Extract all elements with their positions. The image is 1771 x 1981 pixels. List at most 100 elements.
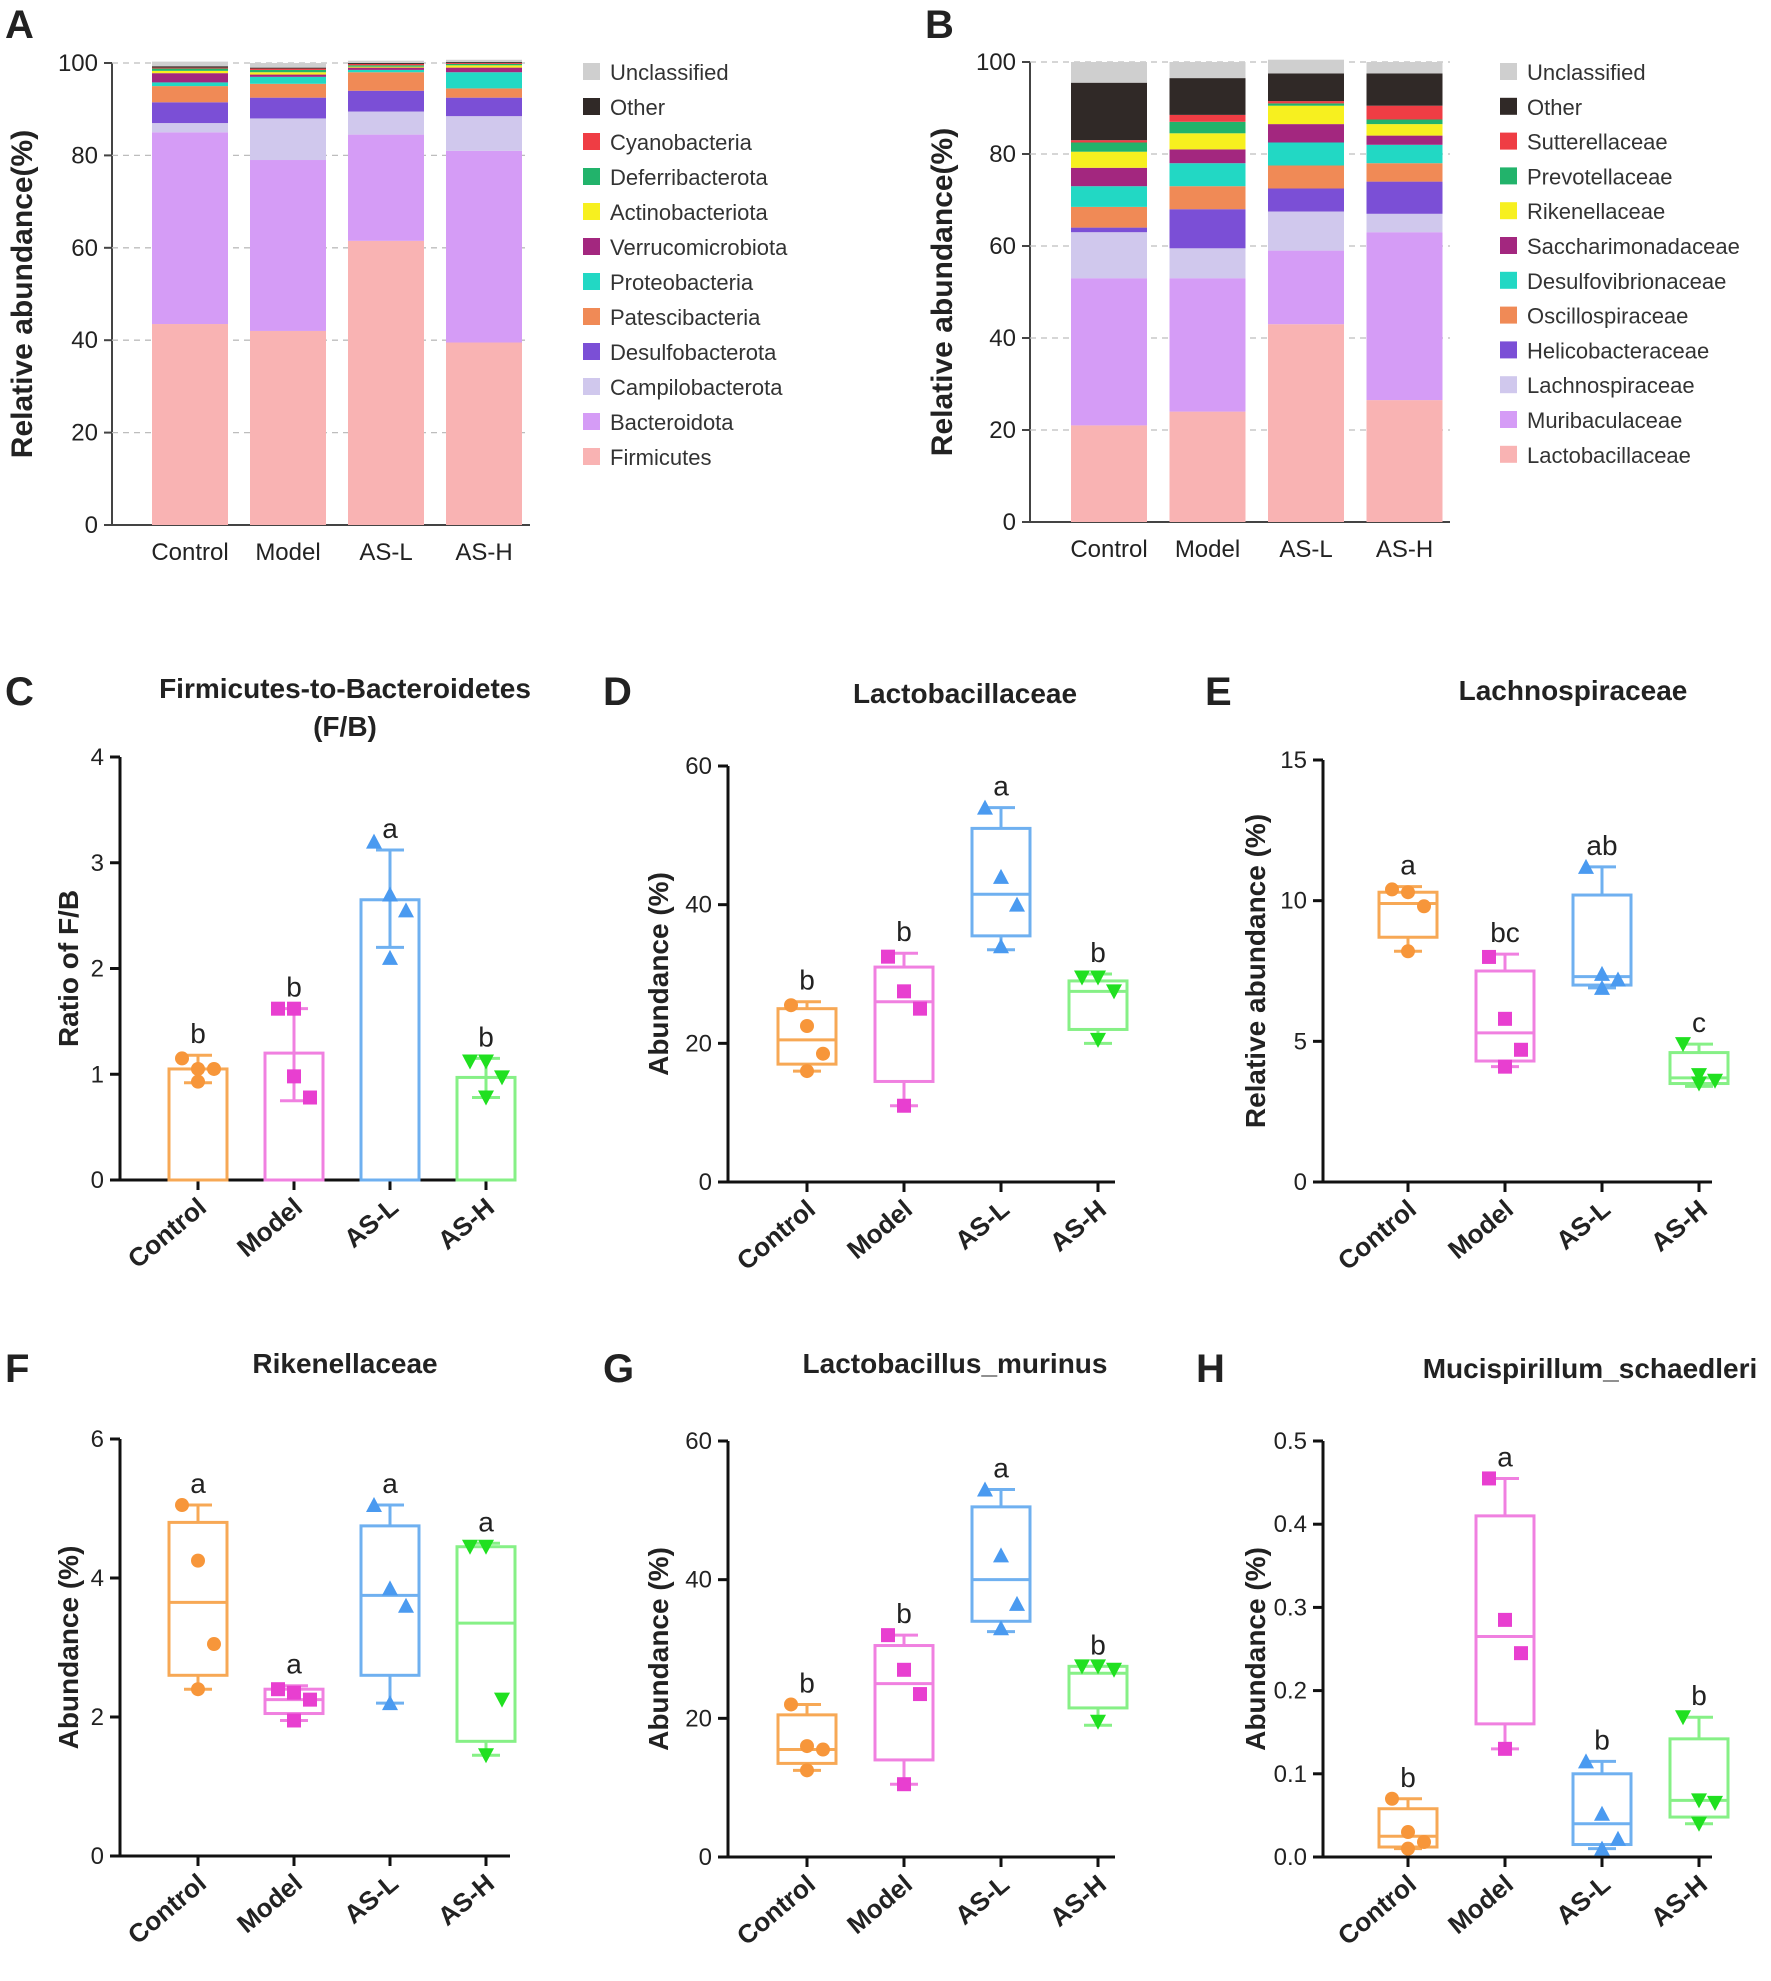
bar-segment [250, 83, 326, 98]
data-point [1090, 970, 1106, 986]
bar-segment [1366, 62, 1443, 74]
legend-swatch [583, 378, 600, 395]
bar-segment [1366, 73, 1443, 106]
y-tick-label: 0 [1003, 509, 1016, 536]
data-point [478, 1748, 494, 1764]
legend-swatch [1500, 411, 1517, 428]
significance-letter: a [286, 1649, 302, 1680]
data-point [175, 1051, 189, 1066]
legend-swatch [583, 133, 600, 150]
data-point [1498, 1741, 1512, 1756]
y-tick-label: 60 [685, 753, 712, 780]
bar-segment [1071, 425, 1147, 522]
bar-segment [152, 82, 228, 87]
bar-segment [446, 150, 522, 343]
bar-segment [152, 67, 228, 69]
legend-swatch [1500, 97, 1517, 115]
panel-subtitle: (F/B) [313, 711, 377, 742]
data-point [303, 1090, 317, 1105]
bar-segment [1268, 101, 1344, 104]
data-point [897, 1777, 911, 1792]
significance-letter: b [896, 1598, 912, 1629]
y-axis-title: Abundance (%) [53, 1546, 84, 1750]
panel-title: Firmicutes-to-Bacteroidetes [159, 673, 531, 704]
x-tick-label: Control [1332, 1194, 1422, 1276]
data-point [271, 1001, 285, 1016]
x-tick-label: Model [841, 1194, 918, 1265]
legend-swatch [1500, 306, 1517, 324]
x-tick-label: Control [122, 1868, 212, 1950]
data-point [1578, 858, 1594, 874]
data-point [1074, 1659, 1090, 1675]
legend-swatch [1500, 167, 1517, 185]
legend-swatch [1500, 376, 1517, 394]
bar-segment [1071, 227, 1147, 233]
legend-swatch [1500, 63, 1517, 80]
legend-label: Unclassified [1527, 60, 1646, 85]
legend-label: Verrucomicrobiota [610, 235, 788, 260]
legend-label: Unclassified [610, 60, 729, 85]
bar-segment [1366, 213, 1443, 233]
x-tick-label: AS-H [1645, 1869, 1713, 1933]
legend-label: Prevotellaceae [1527, 164, 1673, 189]
bar-segment [1071, 142, 1147, 152]
data-point [1498, 1011, 1512, 1026]
y-tick-label: 3 [91, 850, 104, 877]
bar-segment [446, 342, 522, 525]
bar-segment [1268, 188, 1344, 212]
y-tick-label: 15 [1280, 747, 1307, 774]
significance-letter: b [1090, 1629, 1106, 1660]
data-point [816, 1742, 830, 1757]
bar-segment [1071, 140, 1147, 143]
bar-segment [446, 63, 522, 64]
y-tick-label: 6 [91, 1426, 104, 1453]
legend-label: Other [1527, 95, 1582, 120]
y-tick-label: 1 [91, 1061, 104, 1088]
bar-segment [250, 76, 326, 84]
data-point [175, 1498, 189, 1513]
y-tick-label: 20 [685, 1030, 712, 1057]
bar-segment [250, 118, 326, 161]
y-tick-label: 80 [989, 141, 1016, 168]
panel-f: F Rikenellaceae 0 2 4 6 Abundance (%) a Control a… [5, 1347, 517, 1950]
data-point [398, 1597, 414, 1613]
y-tick-label: 0.4 [1274, 1511, 1307, 1538]
x-tick-label: AS-L [1279, 536, 1332, 563]
data-point [207, 1061, 221, 1076]
panel-e: E Lachnospiraceae 0 5 10 15 Relative abundance… [1205, 670, 1730, 1276]
data-point [1675, 1710, 1691, 1726]
bar-segment [1268, 103, 1344, 106]
data-point [1610, 1830, 1626, 1846]
x-tick-label: AS-H [1044, 1869, 1112, 1933]
legend-swatch [1500, 202, 1517, 220]
bar-segment [446, 72, 522, 89]
y-tick-label: 4 [91, 1565, 104, 1592]
data-point [1594, 979, 1610, 995]
legend-label: Actinobacteriota [610, 200, 769, 225]
panel-b: B 0 20 40 60 80 100 Relative abundance(%) Contro… [925, 3, 1740, 563]
data-point [1482, 1471, 1496, 1486]
y-tick-label: 40 [989, 325, 1016, 352]
bar-segment [1169, 248, 1246, 279]
significance-letter: a [993, 771, 1009, 802]
y-tick-label: 0.5 [1274, 1428, 1307, 1455]
y-axis-title: Abundance (%) [643, 1547, 674, 1751]
legend-label: Bacteroidota [610, 410, 734, 435]
bar-segment [1169, 411, 1246, 522]
bar-segment [152, 123, 228, 133]
bar-segment [1366, 124, 1443, 136]
legend-swatch [583, 63, 600, 80]
bar-segment [446, 97, 522, 117]
panel-label: E [1205, 670, 1232, 714]
x-tick-label: Model [1442, 1194, 1519, 1265]
legend-swatch [583, 343, 600, 360]
bar-segment [1268, 324, 1344, 522]
significance-letter: b [799, 1667, 815, 1698]
bar-segment [446, 116, 522, 151]
data-point [1610, 971, 1626, 987]
data-point [1401, 944, 1415, 959]
data-point [1385, 882, 1399, 897]
bar-segment [348, 90, 424, 112]
data-point [1106, 984, 1122, 1000]
y-tick-label: 0 [699, 1844, 712, 1871]
